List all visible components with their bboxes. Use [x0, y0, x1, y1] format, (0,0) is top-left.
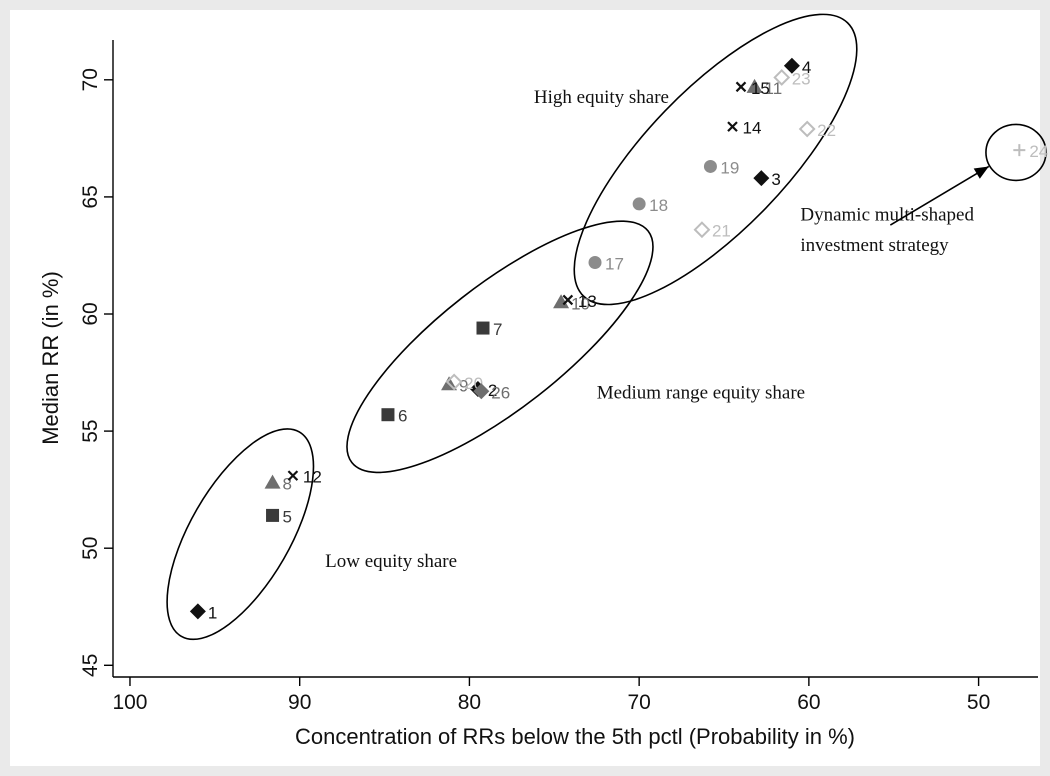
y-tick-label: 65 — [79, 185, 102, 208]
point-19-marker — [703, 159, 717, 173]
x-axis-ticks: 100 90 80 70 60 50 — [112, 677, 990, 714]
point-18-label: 18 — [649, 196, 668, 215]
point-6-marker — [381, 408, 395, 422]
point-8-label: 8 — [283, 475, 292, 494]
point-10-marker — [553, 294, 570, 309]
arrow-line — [889, 165, 990, 226]
y-tick-label: 70 — [79, 68, 102, 91]
point-12-marker — [287, 470, 299, 481]
x-tick-label: 80 — [458, 691, 481, 714]
annotation-text: High equity share — [534, 87, 669, 108]
point-22-marker — [798, 120, 816, 138]
point-23-label: 23 — [792, 69, 811, 88]
point-19-label: 19 — [720, 158, 739, 177]
plot-area — [113, 40, 1038, 677]
point-26-marker — [473, 383, 490, 400]
annotation-text: Dynamic multi-shaped — [800, 204, 974, 225]
y-tick-label: 45 — [79, 654, 102, 677]
ellipse-dynamic-group — [985, 123, 1047, 182]
point-21-marker — [693, 221, 711, 239]
point-7-label: 7 — [493, 320, 502, 339]
x-tick-label: 100 — [112, 691, 147, 714]
point-7-marker — [476, 321, 490, 335]
point-17-label: 17 — [605, 254, 624, 273]
x-axis-title: Concentration of RRs below the 5th pctl … — [295, 724, 855, 749]
point-24-marker — [1013, 144, 1026, 157]
point-3-marker — [753, 170, 770, 187]
point-5-label: 5 — [283, 507, 292, 526]
point-22-label: 22 — [817, 121, 836, 140]
point-20-marker — [445, 373, 463, 391]
x-tick-label: 60 — [797, 691, 820, 714]
point-9-label: 9 — [459, 376, 468, 395]
ellipse-high-group — [573, 13, 858, 306]
point-3-label: 3 — [771, 170, 780, 189]
point-26-label: 26 — [491, 383, 510, 402]
point-5-marker — [266, 508, 280, 522]
point-14-label: 14 — [742, 119, 761, 138]
annotation-text: investment strategy — [800, 235, 949, 256]
annotation-text: Medium range equity share — [597, 382, 805, 403]
x-tick-label: 90 — [288, 691, 311, 714]
point-21-label: 21 — [712, 222, 731, 241]
point-11-marker — [746, 78, 763, 93]
ellipse-layer — [166, 13, 1047, 641]
point-15-label: 15 — [751, 79, 770, 98]
point-8-marker — [264, 474, 281, 489]
y-tick-label: 60 — [79, 302, 102, 325]
point-18-marker — [632, 197, 646, 211]
point-6-label: 6 — [398, 407, 407, 426]
point-13-marker — [562, 294, 574, 306]
x-tick-label: 70 — [627, 691, 650, 714]
point-23-marker — [773, 69, 791, 86]
ellipse-low-group — [166, 428, 315, 641]
point-14-marker — [727, 121, 738, 132]
point-13-label: 13 — [578, 292, 597, 311]
annotation-layer: High equity share Medium range equity sha… — [325, 87, 990, 572]
y-tick-label: 55 — [79, 419, 102, 442]
point-24-label: 24 — [1029, 142, 1048, 161]
point-15-marker — [735, 81, 747, 93]
point-4-label: 4 — [802, 58, 811, 77]
arrow-head — [973, 166, 989, 179]
point-10-label: 10 — [571, 294, 590, 313]
point-11-label: 11 — [765, 79, 783, 98]
x-tick-label: 50 — [967, 691, 990, 714]
point-17-marker — [588, 255, 602, 269]
annotation-text: Low equity share — [325, 551, 457, 572]
point-1-marker — [189, 603, 206, 620]
point-12-label: 12 — [303, 468, 322, 487]
y-axis-ticks: 45 50 55 60 65 70 — [79, 68, 113, 677]
ellipse-medium-group — [346, 220, 654, 474]
point-1-label: 1 — [208, 603, 217, 622]
point-2-label: 2 — [488, 381, 497, 400]
y-tick-label: 50 — [79, 537, 102, 560]
y-axis-title: Median RR (in %) — [38, 271, 63, 445]
point-4-marker — [783, 57, 800, 74]
